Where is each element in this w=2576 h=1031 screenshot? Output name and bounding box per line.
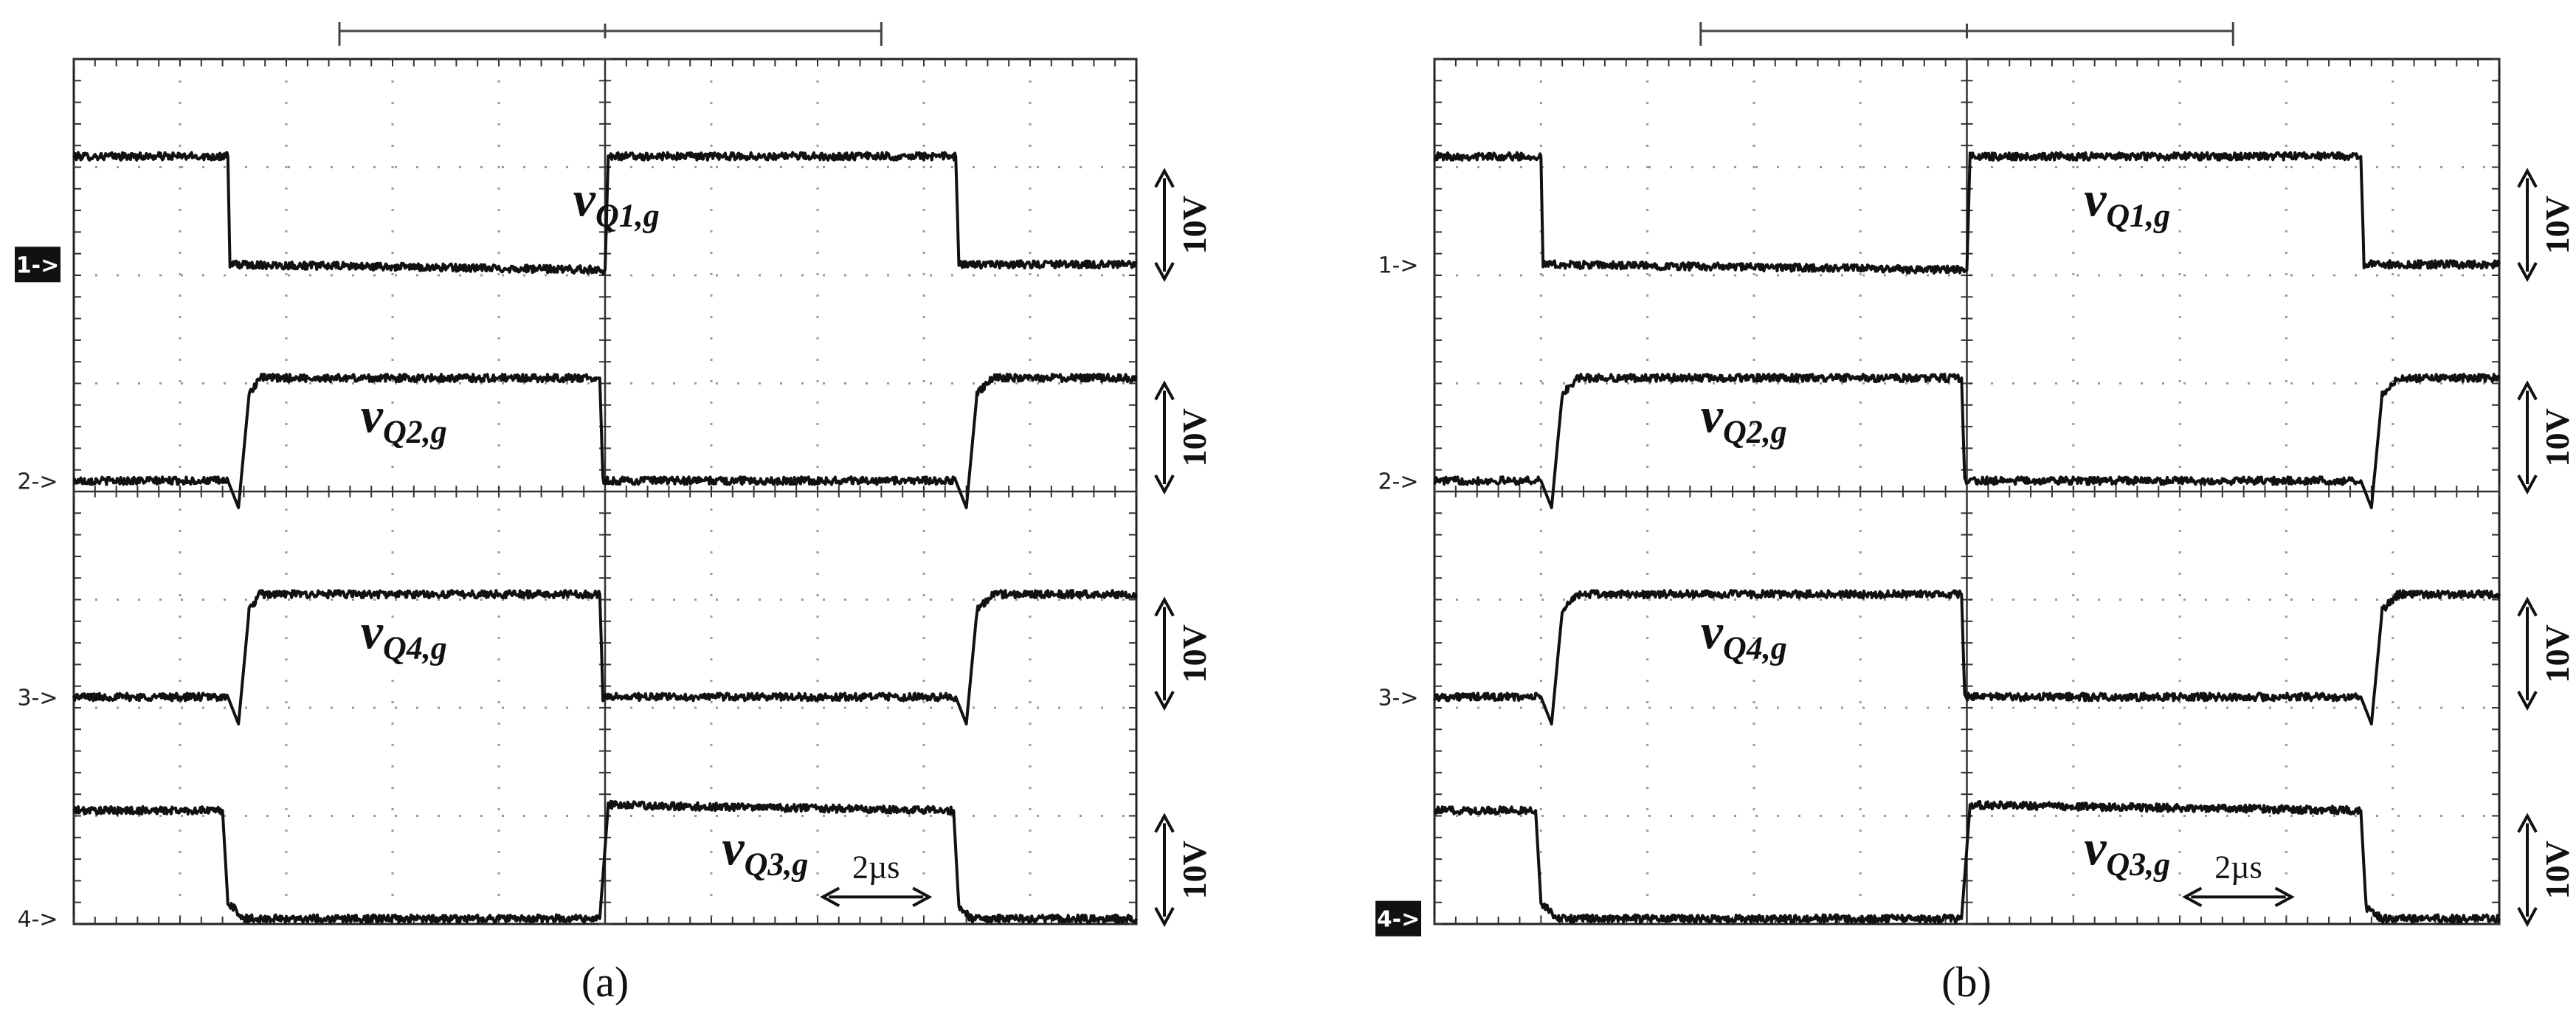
trace-q1-g <box>72 151 1138 275</box>
channel-marker-2: 2-> <box>1378 469 1418 494</box>
vertical-scale-2: 10V <box>2517 380 2576 495</box>
vertical-scale-3: 10V <box>2517 596 2576 711</box>
trace-q1-g <box>1434 151 2501 275</box>
svg-text:3->: 3-> <box>1378 685 1418 711</box>
channel-marker-3: 3-> <box>1378 685 1418 711</box>
svg-text:10V: 10V <box>2538 408 2576 466</box>
scope-panel-a: 1-> vQ1,g 10V 2-> vQ2,g 10V 3-> vQ4,g 10V 4-> vQ3,… <box>15 22 1213 1006</box>
svg-text:10V: 10V <box>1175 408 1213 466</box>
trace-q4-g <box>1433 589 2501 725</box>
trace-q4-g <box>72 589 1138 725</box>
panel-caption: (b) <box>1941 958 1992 1006</box>
trace-q2-g <box>73 373 1138 509</box>
svg-text:4->: 4-> <box>17 907 58 933</box>
axis-ticks <box>1434 58 2500 925</box>
svg-text:10V: 10V <box>2538 196 2576 254</box>
scope-panel-b: 1-> vQ1,g 10V 2-> vQ2,g 10V 3-> vQ4,g 10V 4-> vQ3,… <box>1375 22 2576 1006</box>
waveform-label-1: vQ1,g <box>573 170 660 233</box>
channel-marker-2: 2-> <box>17 469 58 494</box>
trace-q2-g <box>1433 373 2501 509</box>
channel-marker-1: 1-> <box>15 246 61 283</box>
vertical-scale-4: 10V <box>2517 813 2576 928</box>
svg-text:2µs: 2µs <box>2214 849 2262 885</box>
svg-text:10V: 10V <box>1175 841 1213 899</box>
svg-text:10V: 10V <box>1175 196 1213 254</box>
waveform-label-3: vQ4,g <box>1701 603 1787 666</box>
waveform-label-2: vQ2,g <box>361 387 447 449</box>
svg-text:3->: 3-> <box>17 685 58 711</box>
waveform-label-3: vQ4,g <box>361 603 447 666</box>
svg-text:1->: 1-> <box>16 252 59 278</box>
channel-marker-4: 4-> <box>1375 900 1421 937</box>
channel-marker-3: 3-> <box>17 685 58 711</box>
vertical-scale-2: 10V <box>1154 380 1213 495</box>
svg-text:10V: 10V <box>1175 624 1213 683</box>
waveform-label-1: vQ1,g <box>2084 170 2170 233</box>
svg-text:10V: 10V <box>2538 624 2576 683</box>
panel-caption: (a) <box>581 958 629 1006</box>
vertical-scale-3: 10V <box>1154 596 1213 711</box>
channel-marker-4: 4-> <box>17 907 58 933</box>
axis-ticks <box>73 58 1137 925</box>
svg-text:2µs: 2µs <box>852 849 899 885</box>
trace-q3-g <box>1434 800 2501 924</box>
svg-text:2->: 2-> <box>1378 469 1418 494</box>
vertical-scale-4: 10V <box>1154 813 1213 928</box>
channel-marker-1: 1-> <box>1378 252 1418 278</box>
svg-text:2->: 2-> <box>17 469 58 494</box>
waveform-label-2: vQ2,g <box>1701 387 1787 449</box>
svg-text:1->: 1-> <box>1378 252 1418 278</box>
svg-text:10V: 10V <box>2538 841 2576 899</box>
trigger-bracket <box>1699 22 2234 46</box>
trace-q3-g <box>72 799 1138 924</box>
time-scale: 2µs <box>2182 849 2295 908</box>
waveform-label-4: vQ3,g <box>2084 819 2170 882</box>
svg-text:4->: 4-> <box>1377 907 1420 933</box>
vertical-scale-1: 10V <box>2517 168 2576 283</box>
time-scale: 2µs <box>820 849 933 908</box>
waveform-label-4: vQ3,g <box>722 819 808 882</box>
trigger-bracket <box>338 22 883 46</box>
vertical-scale-1: 10V <box>1154 168 1213 283</box>
